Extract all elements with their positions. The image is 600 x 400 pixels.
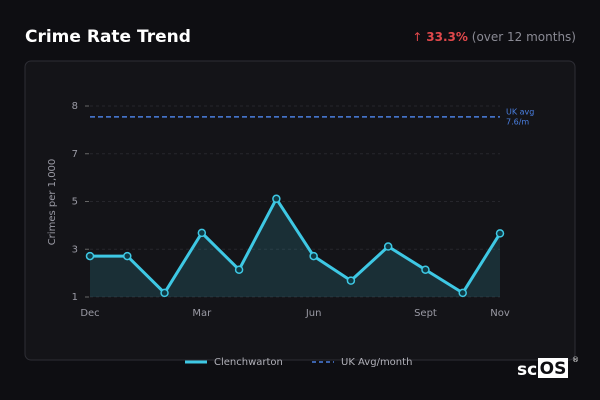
- series-line: [90, 197, 502, 295]
- legend-label: UK Avg/month: [341, 357, 412, 368]
- logo-right: OS: [540, 359, 567, 379]
- chart-title: Crime Rate Trend: [25, 27, 191, 47]
- chart-panel: [24, 60, 576, 361]
- y-tick-label: 8: [72, 101, 78, 112]
- change-value: 33.3%: [426, 30, 468, 44]
- y-axis-label: Crimes per 1,000: [47, 159, 58, 246]
- y-tick-label: 3: [72, 244, 78, 255]
- data-point: [272, 194, 281, 204]
- x-tick-label: Jun: [305, 308, 322, 319]
- x-tick-label: Sept: [414, 308, 437, 319]
- legend-label: Clenchwarton: [214, 357, 283, 368]
- data-point: [234, 265, 244, 274]
- data-point: [495, 229, 505, 238]
- data-point: [346, 276, 356, 285]
- y-tick-label: 1: [72, 292, 78, 303]
- y-tick-label: 7: [72, 149, 78, 160]
- x-tick-label: Dec: [80, 308, 99, 319]
- data-point: [421, 265, 430, 274]
- logo-mark: ®: [572, 356, 579, 364]
- area-fill: [90, 198, 500, 297]
- data-point: [383, 242, 393, 251]
- y-tick-label: 5: [72, 197, 78, 208]
- change-summary: ↑ 33.3% (over 12 months): [412, 30, 576, 44]
- reference-label: 7.6/m: [506, 117, 529, 126]
- x-tick-label: Mar: [192, 308, 212, 319]
- data-point: [197, 228, 207, 238]
- change-arrow: ↑: [412, 30, 422, 44]
- data-point: [458, 288, 467, 298]
- logo-box: [538, 358, 568, 378]
- data-point: [309, 251, 318, 261]
- data-point: [123, 251, 132, 261]
- logo-left: sc: [517, 360, 537, 380]
- x-tick-label: Nov: [490, 308, 510, 319]
- reference-label: UK avg: [506, 107, 534, 116]
- change-note: (over 12 months): [472, 30, 576, 44]
- data-point: [160, 288, 169, 298]
- data-point: [85, 251, 95, 261]
